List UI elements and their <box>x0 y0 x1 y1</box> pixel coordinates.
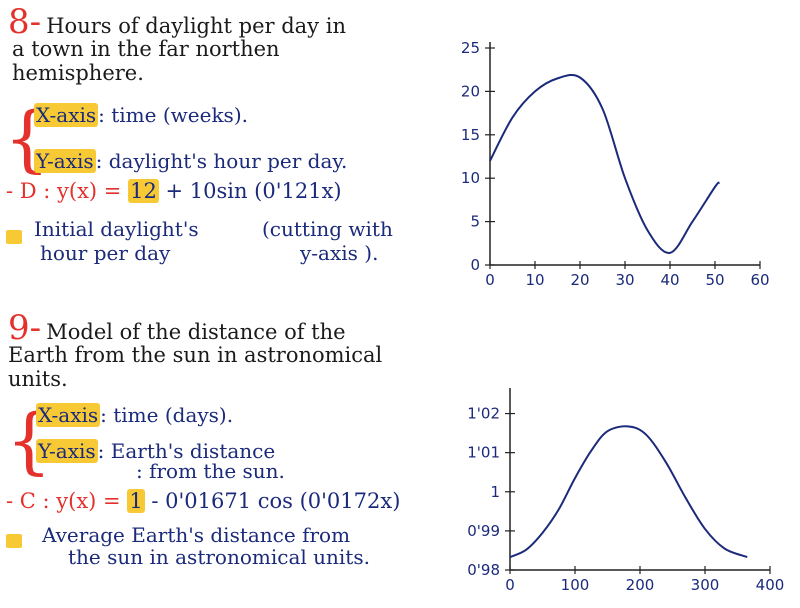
daylight-x-tick-label: 50 <box>705 271 724 289</box>
problem-9-y-axis-desc-line-1: : Earth's distance <box>97 439 276 463</box>
problem-8-title-line-3: hemisphere. <box>12 61 144 85</box>
distance-y-tick-label: 0'98 <box>467 561 500 579</box>
problem-8-aside-line-1: (cutting with <box>262 217 393 241</box>
problem-8-x-axis-label: X-axis <box>34 103 99 127</box>
problem-9-title-line-2: Earth from the sun in astronomical <box>8 343 383 367</box>
daylight-x-tick-label: 10 <box>525 271 544 289</box>
problem-8-aside-line-2: y-axis ). <box>300 241 379 265</box>
problem-9-number: 9 <box>8 308 30 348</box>
daylight-y-tick-label: 25 <box>461 39 480 57</box>
distance-x-tick-label: 300 <box>691 576 720 594</box>
daylight-x-tick-label: 0 <box>485 271 495 289</box>
problem-8-formula: - D : y(x) = 12 + 10sin (0'121x) <box>6 179 342 203</box>
problem-8-title-line-1: Hours of daylight per day in <box>46 14 346 38</box>
problem-8-title-line-2: a town in the far northen <box>12 37 280 61</box>
problem-9-formula-highlight: 1 <box>127 489 145 513</box>
problem-9-formula-suffix: - 0'01671 cos (0'0172x) <box>144 489 401 513</box>
problem-8-formula-prefix: - D : y(x) = <box>6 179 129 203</box>
distance-y-tick-label: 1'02 <box>467 405 500 423</box>
distance-series-line <box>509 425 748 559</box>
problem-8-bullet-line-2: hour per day <box>40 241 171 265</box>
daylight-x-tick-label: 20 <box>570 271 589 289</box>
daylight-y-tick-label: 20 <box>461 82 480 100</box>
earth-distance-chart: 0 100 200 300 400 0'98 0'99 1 1'01 1'02 <box>467 388 785 594</box>
distance-x-tick-label: 200 <box>626 576 655 594</box>
problem-8-formula-suffix: + 10sin (0'121x) <box>158 179 342 203</box>
problem-9-title-line-1: Model of the distance of the <box>46 320 346 344</box>
problem-9-formula-prefix: - C : y(x) = <box>6 489 128 513</box>
problem-9-x-axis-label: X-axis <box>36 403 101 427</box>
problem-9-title: 9- Model of the distance of the <box>8 308 346 348</box>
problem-8-dash: - <box>29 2 42 42</box>
distance-y-tick-label: 0'99 <box>467 522 500 540</box>
problem-9-formula: - C : y(x) = 1 - 0'01671 cos (0'0172x) <box>6 489 401 513</box>
problem-9-x-axis: X-axis: time (days). <box>36 403 234 427</box>
problem-9-y-axis: Y-axis: Earth's distance <box>36 439 276 463</box>
problem-9-bullet-line-1: Average Earth's distance from <box>42 523 351 547</box>
problem-9-bullet-line-2: the sun in astronomical units. <box>68 545 370 569</box>
daylight-y-tick-label: 5 <box>470 213 480 231</box>
daylight-x-tick-label: 40 <box>660 271 679 289</box>
distance-y-tick-label: 1'01 <box>467 444 500 462</box>
problem-8-formula-highlight: 12 <box>128 179 159 203</box>
problem-8-title: 8- Hours of daylight per day in <box>8 2 346 42</box>
distance-x-tick-label: 0 <box>505 576 515 594</box>
problem-9-title-line-3: units. <box>8 367 68 391</box>
problem-9-dash: - <box>29 308 42 348</box>
problem-8-x-axis-desc: : time (weeks). <box>98 103 248 127</box>
problem-9-x-axis-desc: : time (days). <box>100 403 234 427</box>
problem-8-y-axis-label: Y-axis <box>34 149 96 173</box>
distance-y-tick-label: 1 <box>490 483 500 501</box>
problem-8-bullet-line-1: Initial daylight's <box>34 217 199 241</box>
problem-9-y-axis-label: Y-axis <box>36 439 98 463</box>
problem-9-bullet <box>6 534 22 548</box>
daylight-chart: 0 10 20 30 40 50 60 0 5 10 15 20 25 <box>461 39 770 289</box>
distance-x-tick-label: 100 <box>561 576 590 594</box>
daylight-y-tick-label: 0 <box>470 256 480 274</box>
problem-9-y-axis-desc-line-2: : from the sun. <box>136 459 285 483</box>
daylight-y-tick-label: 10 <box>461 169 480 187</box>
daylight-y-tick-label: 15 <box>461 126 480 144</box>
problem-8-y-axis: Y-axis: daylight's hour per day. <box>34 149 348 173</box>
daylight-x-tick-label: 60 <box>750 271 769 289</box>
problem-8-bullet <box>6 230 22 244</box>
distance-x-tick-label: 400 <box>756 576 785 594</box>
problem-8-y-axis-desc: : daylight's hour per day. <box>95 149 348 173</box>
problem-8-number: 8 <box>8 2 30 42</box>
problem-8-x-axis: X-axis: time (weeks). <box>34 103 248 127</box>
daylight-x-tick-label: 30 <box>615 271 634 289</box>
daylight-series-line <box>489 73 721 254</box>
